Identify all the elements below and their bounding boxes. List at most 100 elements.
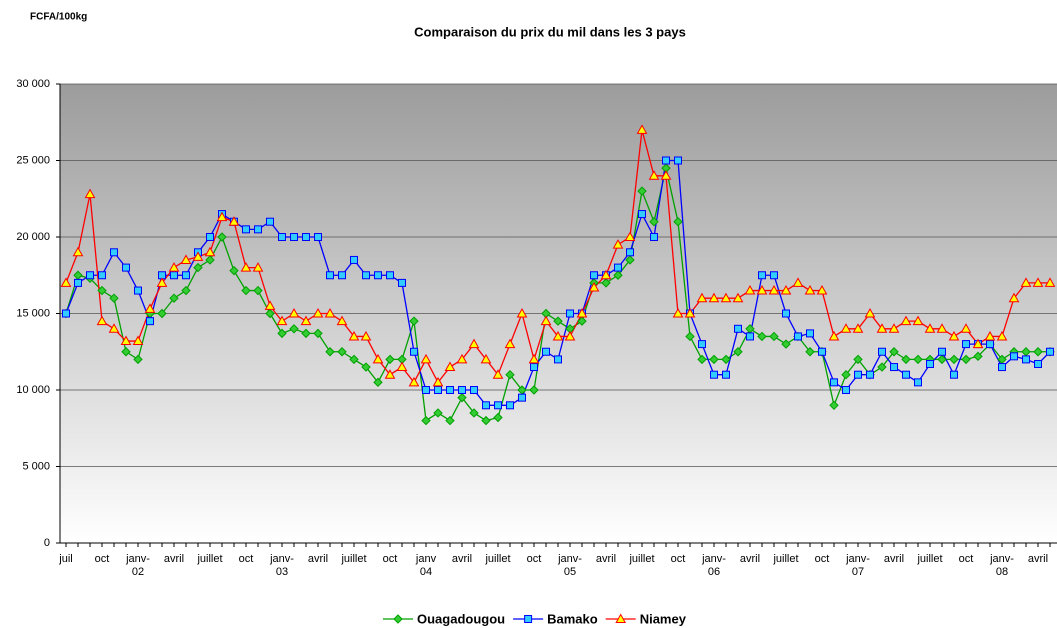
marker [722,370,730,379]
marker [312,307,324,318]
x-tick-label: janv- 03 [270,553,294,578]
x-tick-label: juillet [629,553,655,565]
marker [170,271,178,280]
marker [445,415,455,426]
marker [902,370,910,379]
marker [576,307,588,318]
marker [648,170,660,180]
marker [506,401,514,410]
marker [458,386,466,394]
x-tick-label: janv- 08 [990,553,1014,578]
x-tick-label: janv- 05 [558,553,582,578]
marker [110,248,118,257]
marker [528,353,540,364]
marker [794,332,802,341]
marker [601,278,611,288]
marker [122,263,130,272]
x-tick-label: avril [883,553,905,565]
marker [866,370,874,379]
marker [1022,355,1030,364]
marker [265,308,275,319]
x-tick-label: janv 04 [415,553,437,578]
marker [1046,347,1054,356]
marker [422,386,430,394]
marker [672,307,684,318]
marker [721,354,731,365]
marker [277,328,287,339]
marker [615,613,627,623]
marker [996,330,1008,341]
marker [828,330,840,341]
x-tick-label: juil [59,553,73,565]
marker [877,362,887,372]
marker [386,271,394,280]
marker [1044,277,1056,287]
marker [841,369,851,380]
marker [516,307,528,318]
marker [157,308,167,319]
legend-label: Bamako [547,611,598,626]
marker [757,331,767,342]
marker [134,286,142,295]
marker [649,216,659,227]
marker [300,315,312,326]
marker [60,277,72,287]
marker [524,615,533,623]
x-tick-label: oct [814,553,830,565]
marker [468,338,480,349]
x-tick-label: juillet [197,553,223,565]
marker [252,262,264,272]
marker [973,351,983,362]
marker [1020,277,1032,287]
marker [206,233,214,241]
x-tick-label: avril [307,553,329,565]
marker [662,156,670,165]
marker [889,347,899,357]
marker [708,292,720,303]
marker [133,354,143,365]
marker [840,323,852,333]
marker [228,216,240,226]
marker [278,233,286,241]
marker [936,323,948,333]
marker [314,233,322,241]
y-tick-label: 5 000 [22,460,50,472]
chart-title: Comparaison du prix du mil dans les 3 pa… [414,24,686,39]
marker [434,386,442,394]
marker [181,285,191,296]
marker [240,262,252,272]
marker [169,293,179,303]
marker [336,315,348,326]
marker [108,323,120,333]
marker [890,363,898,372]
marker [253,285,263,296]
marker [710,370,718,379]
marker [362,271,370,280]
marker [1032,277,1044,287]
marker [96,315,108,326]
marker [156,277,168,287]
marker [613,270,623,280]
x-tick-label: oct [94,553,110,565]
x-tick-label: oct [382,553,398,565]
marker [660,170,672,180]
marker [577,316,587,326]
marker [242,225,250,234]
marker [338,271,346,280]
legend-label: Ouagadougou [417,611,505,626]
marker [734,324,742,333]
marker [204,246,216,257]
marker [553,316,563,326]
marker [900,315,912,326]
marker [673,216,683,227]
marker [408,376,420,387]
marker [420,353,432,364]
marker [804,285,816,295]
x-tick-label: janv- 02 [126,553,150,578]
x-tick-label: avril [739,553,761,565]
legend-item: Niamey [605,611,687,626]
marker [384,369,396,379]
marker [217,232,227,242]
x-tick-label: janv- 07 [846,553,870,578]
marker [288,307,300,318]
